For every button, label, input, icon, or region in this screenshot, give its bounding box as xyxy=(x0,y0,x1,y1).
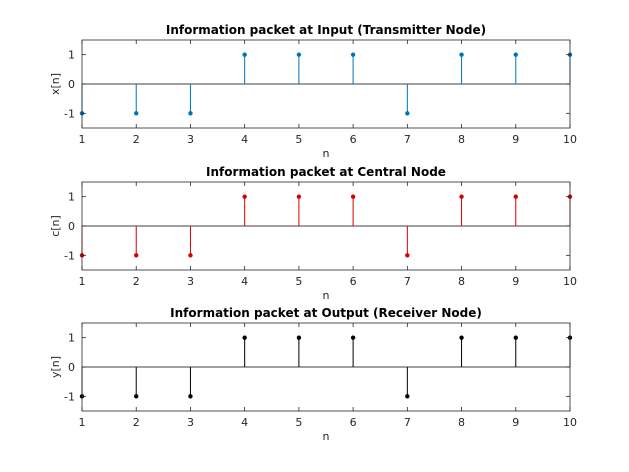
x-tick-label: 7 xyxy=(404,133,411,146)
y-tick-label: -1 xyxy=(64,107,75,120)
stem-marker xyxy=(513,194,518,199)
stem-marker xyxy=(134,394,139,399)
x-axis-label: n xyxy=(323,289,330,302)
y-axis-label: y[n] xyxy=(49,356,62,378)
stem-marker xyxy=(405,394,410,399)
x-tick-label: 1 xyxy=(79,416,86,429)
stem-marker xyxy=(242,335,247,340)
y-tick-label: -1 xyxy=(64,390,75,403)
x-tick-label: 4 xyxy=(241,416,248,429)
x-axis-label: n xyxy=(323,430,330,443)
y-tick-label: -1 xyxy=(64,249,75,262)
stem-marker xyxy=(513,52,518,57)
stem-marker xyxy=(405,253,410,258)
x-tick-label: 10 xyxy=(563,133,577,146)
stem-marker xyxy=(242,194,247,199)
stem-marker xyxy=(459,335,464,340)
chart-title: Information packet at Output (Receiver N… xyxy=(170,306,482,320)
x-tick-label: 5 xyxy=(295,416,302,429)
x-tick-label: 7 xyxy=(404,275,411,288)
subplot-2: 1 2 3 4 5 6 7 8 9 10 -1 0 1 Information packet at Cen… xyxy=(49,165,577,302)
stem-marker xyxy=(188,394,193,399)
x-tick-label: 9 xyxy=(512,275,519,288)
x-tick-label: 1 xyxy=(79,275,86,288)
stem-marker xyxy=(350,335,356,340)
x-tick-label: 4 xyxy=(241,275,248,288)
subplot-3: 1 2 3 4 5 6 7 8 9 10 -1 0 1 Information packet at Out… xyxy=(49,306,577,443)
x-tick-label: 6 xyxy=(350,133,357,146)
x-tick-label: 2 xyxy=(133,416,140,429)
chart-title: Information packet at Central Node xyxy=(206,165,446,179)
x-tick-label: 8 xyxy=(458,416,465,429)
stem-marker xyxy=(296,335,302,340)
stem-marker xyxy=(350,194,356,199)
x-tick-label: 3 xyxy=(187,416,194,429)
x-tick-label: 10 xyxy=(563,275,577,288)
y-tick-label: 1 xyxy=(68,191,75,204)
subplot-1: 1 2 3 4 5 6 7 8 9 10 -1 0 1 Information packet at Inp… xyxy=(49,23,577,160)
y-tick-label: 1 xyxy=(68,332,75,345)
x-tick-label: 3 xyxy=(187,275,194,288)
x-tick-label: 4 xyxy=(241,133,248,146)
stem-marker xyxy=(405,111,410,116)
y-tick-label: 0 xyxy=(68,220,75,233)
chart-title: Information packet at Input (Transmitter… xyxy=(166,23,486,37)
stem-marker xyxy=(188,253,193,258)
stem-marker xyxy=(296,194,302,199)
stem-marker xyxy=(513,335,518,340)
x-tick-label: 9 xyxy=(512,133,519,146)
x-tick-label: 7 xyxy=(404,416,411,429)
y-axis-label: x[n] xyxy=(49,73,62,95)
x-tick-label: 1 xyxy=(79,133,86,146)
x-tick-label: 9 xyxy=(512,416,519,429)
y-tick-label: 0 xyxy=(68,361,75,374)
stem-marker xyxy=(459,194,464,199)
x-tick-label: 3 xyxy=(187,133,194,146)
stem-marker xyxy=(134,253,139,258)
x-tick-label: 8 xyxy=(458,275,465,288)
x-tick-label: 5 xyxy=(295,133,302,146)
stem-marker xyxy=(459,52,464,57)
stem-marker xyxy=(134,111,139,116)
stem-marker xyxy=(188,111,193,116)
x-tick-label: 5 xyxy=(295,275,302,288)
x-tick-label: 6 xyxy=(350,275,357,288)
stem-marker xyxy=(296,52,302,57)
stem-marker xyxy=(350,52,356,57)
y-tick-label: 1 xyxy=(68,49,75,62)
x-tick-label: 2 xyxy=(133,133,140,146)
y-axis-label: c[n] xyxy=(49,215,62,237)
y-tick-label: 0 xyxy=(68,78,75,91)
x-tick-label: 10 xyxy=(563,416,577,429)
x-tick-label: 2 xyxy=(133,275,140,288)
x-axis-label: n xyxy=(323,147,330,160)
x-tick-label: 8 xyxy=(458,133,465,146)
x-tick-label: 6 xyxy=(350,416,357,429)
stem-marker xyxy=(242,52,247,57)
